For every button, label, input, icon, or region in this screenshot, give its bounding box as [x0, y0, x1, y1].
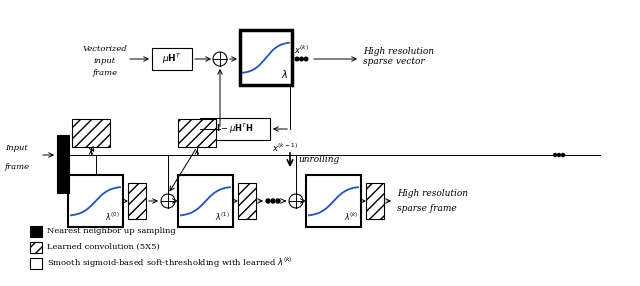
Circle shape — [304, 57, 308, 61]
Text: $\lambda^{(0)}$: $\lambda^{(0)}$ — [106, 210, 120, 223]
Bar — [30, 225, 42, 237]
Text: input: input — [94, 57, 116, 65]
Bar — [72, 119, 110, 147]
Bar — [152, 48, 192, 70]
Circle shape — [557, 154, 561, 156]
Text: High resolution: High resolution — [363, 47, 434, 56]
Circle shape — [271, 199, 275, 203]
Bar — [128, 183, 146, 219]
Circle shape — [300, 57, 303, 61]
Bar — [306, 175, 361, 227]
Text: $\lambda^{(1)}$: $\lambda^{(1)}$ — [215, 210, 230, 223]
Bar — [178, 175, 233, 227]
Bar — [366, 183, 384, 219]
Text: $\mathbf{I} - \mu\mathbf{H}^{T}\mathbf{H}$: $\mathbf{I} - \mu\mathbf{H}^{T}\mathbf{H… — [216, 122, 254, 136]
Text: $\mu\mathbf{H}^{T}$: $\mu\mathbf{H}^{T}$ — [162, 52, 182, 66]
Text: $x^{(k)}$: $x^{(k)}$ — [294, 43, 309, 56]
Text: frame: frame — [5, 163, 30, 171]
Bar — [238, 183, 256, 219]
Bar — [178, 119, 216, 147]
Circle shape — [554, 154, 557, 156]
Text: $\lambda$: $\lambda$ — [281, 68, 288, 80]
Circle shape — [266, 199, 270, 203]
Circle shape — [276, 199, 280, 203]
Text: Learned convolution (5X5): Learned convolution (5X5) — [47, 243, 160, 251]
Circle shape — [561, 154, 564, 156]
Bar — [240, 30, 292, 85]
Bar — [68, 175, 123, 227]
Text: Vectorized: Vectorized — [83, 45, 127, 53]
Text: sparse frame: sparse frame — [397, 204, 457, 213]
Circle shape — [295, 57, 299, 61]
Text: Nearest neighbor up sampling: Nearest neighbor up sampling — [47, 227, 176, 235]
Text: frame: frame — [92, 69, 118, 77]
Text: sparse vector: sparse vector — [363, 57, 424, 66]
Text: $\lambda^{(k)}$: $\lambda^{(k)}$ — [344, 210, 358, 223]
Bar — [30, 257, 42, 269]
Bar — [30, 241, 42, 253]
Bar — [200, 118, 270, 140]
Bar — [57, 135, 69, 193]
Text: unrolling: unrolling — [298, 156, 339, 164]
Text: Smooth sigmoid-based soft-thresholding with learned $\lambda^{(k)}$: Smooth sigmoid-based soft-thresholding w… — [47, 256, 292, 270]
Text: High resolution: High resolution — [397, 189, 468, 198]
Text: $x^{(k-1)}$: $x^{(k-1)}$ — [272, 142, 298, 154]
Text: Input: Input — [5, 144, 28, 152]
